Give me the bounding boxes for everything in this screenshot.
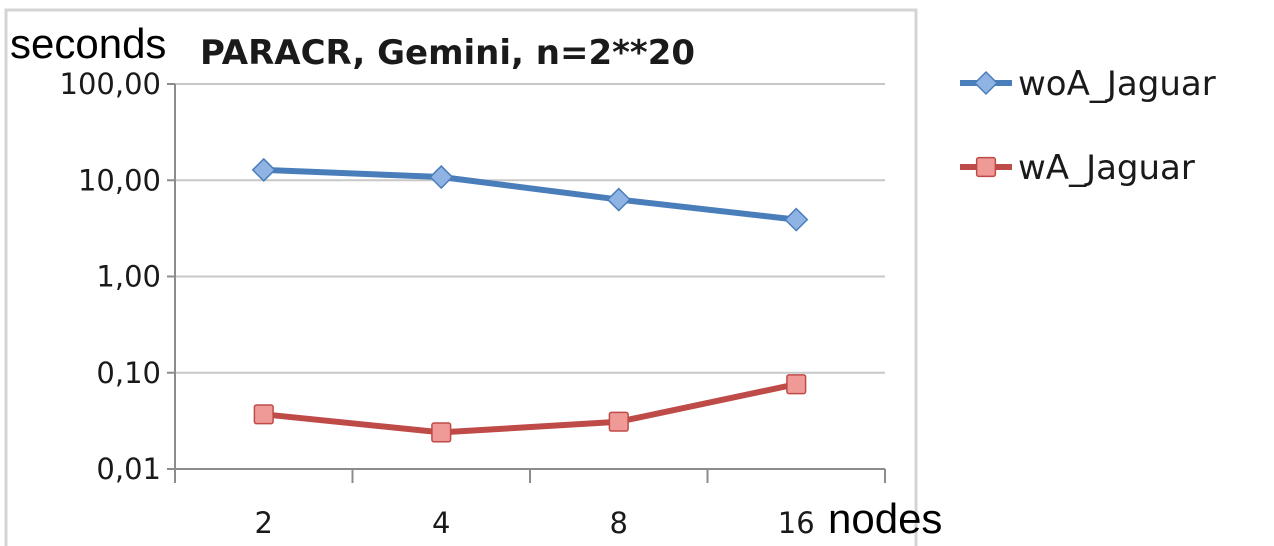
series-marker — [784, 207, 809, 232]
y-tick-label: 10,00 — [78, 163, 161, 197]
x-tick-label: 4 — [432, 506, 450, 540]
series-marker — [786, 374, 807, 395]
legend-item: woA_Jaguar — [960, 64, 1216, 104]
series-marker — [429, 164, 454, 190]
legend-item: wA_Jaguar — [960, 148, 1195, 188]
y-tick-label: 100,00 — [60, 67, 161, 101]
plot-frame — [4, 8, 918, 546]
x-tick-label: 16 — [778, 506, 815, 540]
legend: woA_Jaguar wA_Jaguar — [960, 64, 1216, 188]
series-marker — [251, 157, 276, 182]
x-tick-label: 8 — [610, 506, 628, 540]
series-woA_Jaguar — [251, 157, 809, 232]
series-line — [263, 166, 797, 223]
gridlines — [175, 83, 885, 374]
series-wA_Jaguar — [253, 374, 807, 443]
series-marker — [431, 422, 452, 443]
y-axis-label: seconds — [10, 20, 166, 67]
series — [251, 157, 809, 443]
series-marker — [973, 70, 999, 96]
series-line — [263, 381, 797, 436]
chart-title: PARACR, Gemini, n=2**20 — [200, 33, 695, 73]
series-marker — [606, 187, 631, 212]
legend-label: woA_Jaguar — [1018, 64, 1216, 104]
series-marker — [253, 404, 274, 425]
series-marker — [975, 156, 997, 178]
tick-labels: 0,01 0,10 1,00 10,00 100,00 2 4 8 16 — [60, 67, 815, 540]
y-tick-label: 1,00 — [96, 260, 161, 294]
y-tick-label: 0,10 — [96, 356, 161, 390]
x-axis-label: nodes — [828, 495, 942, 542]
axes — [167, 83, 886, 483]
legend-label: wA_Jaguar — [1018, 148, 1195, 188]
series-marker — [608, 411, 629, 432]
y-tick-label: 0,01 — [96, 452, 161, 486]
x-tick-label: 2 — [255, 506, 273, 540]
